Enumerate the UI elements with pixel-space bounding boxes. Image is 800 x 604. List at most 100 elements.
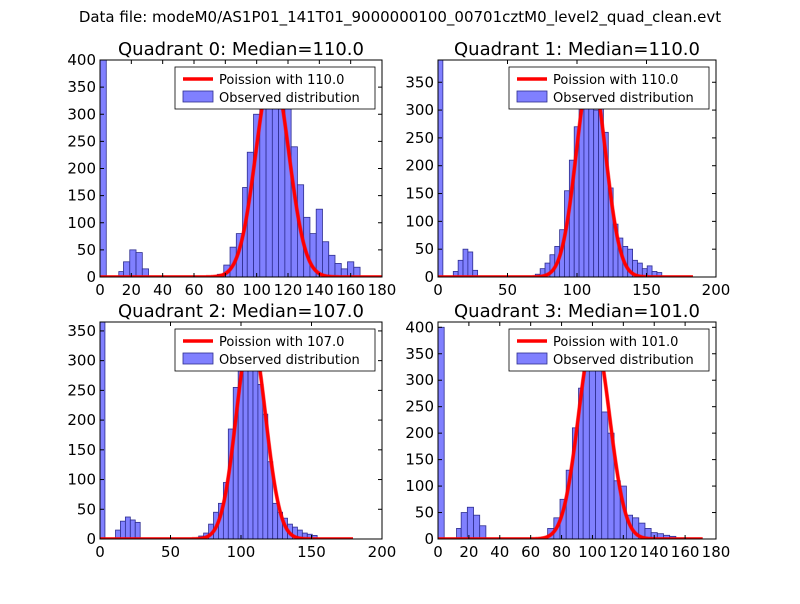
y-tick-label: 0 <box>424 530 434 548</box>
y-tick-label: 350 <box>67 78 96 96</box>
histogram-bar <box>588 84 595 277</box>
legend-fit-label: Poission with 110.0 <box>553 73 678 88</box>
legend: Poission with 110.0 Observed distribution <box>174 66 376 110</box>
quadrant-3-plot: 0 20 40 60 80 100 120 140 160 1800501001502002503… <box>405 301 730 561</box>
histogram-bar <box>462 248 469 277</box>
histogram-bar <box>472 269 479 277</box>
y-tick-label: 150 <box>405 185 434 203</box>
y-tick-label: 250 <box>405 129 434 147</box>
y-tick-label: 0 <box>424 268 434 286</box>
subplot-title: Quadrant 0: Median=110.0 <box>118 39 364 60</box>
histogram-bar <box>588 358 596 539</box>
x-tick-label: 160 <box>336 281 365 299</box>
legend-hist-swatch <box>516 90 548 103</box>
subplot-title: Quadrant 2: Median=107.0 <box>118 301 364 322</box>
y-tick-label: 50 <box>415 504 434 522</box>
x-tick-label: 20 <box>459 543 478 561</box>
histogram-bar <box>479 525 487 539</box>
y-tick-label: 200 <box>67 160 96 178</box>
x-tick-label: 60 <box>184 281 203 299</box>
quadrant-1-plot: 0 50 100 150 200 0 50 100 150 200 250 300 350 Quadran… <box>405 39 730 299</box>
y-tick-label: 200 <box>67 411 96 429</box>
x-tick-label: 180 <box>368 281 397 299</box>
axes-frame <box>437 321 717 540</box>
y-tick-label: 350 <box>405 345 434 363</box>
y-tick-label: 100 <box>67 214 96 232</box>
histogram-bar <box>272 502 279 539</box>
x-tick-label: 200 <box>368 543 397 561</box>
y-tick-label: 50 <box>77 500 96 518</box>
quadrant-0-plot: 0 20 40 60 80 100 120 140 160 1800501001502002503… <box>67 39 396 299</box>
histogram-bar <box>271 92 280 277</box>
x-tick-label: 150 <box>632 281 661 299</box>
histogram-bar <box>457 259 464 277</box>
legend-fit-label: Poission with 110.0 <box>219 73 344 88</box>
histogram-bar <box>466 506 474 539</box>
x-tick-label: 80 <box>216 281 235 299</box>
histogram-bar <box>460 512 468 539</box>
x-tick-label: 100 <box>563 281 592 299</box>
y-tick-label: 100 <box>405 477 434 495</box>
x-tick-label: 50 <box>498 281 517 299</box>
legend-hist-swatch <box>182 90 214 103</box>
histogram-bar <box>467 251 474 277</box>
histogram-bar <box>100 322 106 539</box>
legend: Poission with 101.0 Observed distribution <box>508 328 710 372</box>
x-tick-label: 100 <box>227 543 256 561</box>
legend-hist-label: Observed distribution <box>553 353 694 368</box>
legend-fit-label: Poission with 107.0 <box>219 335 344 350</box>
legend-hist-swatch <box>516 352 548 365</box>
y-tick-label: 300 <box>405 101 434 119</box>
y-tick-label: 0 <box>86 530 96 548</box>
y-tick-label: 150 <box>405 451 434 469</box>
x-tick-label: 50 <box>161 543 180 561</box>
x-tick-label: 160 <box>671 543 700 561</box>
histogram-bar <box>252 348 259 539</box>
y-tick-label: 150 <box>67 187 96 205</box>
y-tick-label: 200 <box>405 157 434 175</box>
histogram-bar <box>328 254 336 277</box>
y-tick-label: 250 <box>67 132 96 150</box>
x-tick-label: 0 <box>95 543 105 561</box>
histogram-bar <box>438 60 444 277</box>
legend-hist-label: Observed distribution <box>553 91 694 106</box>
y-tick-label: 0 <box>86 268 96 286</box>
y-tick-label: 300 <box>67 105 96 123</box>
histogram-bar <box>473 514 481 539</box>
histogram-bar <box>601 411 609 539</box>
y-tick-label: 100 <box>405 212 434 230</box>
histogram-bar <box>595 348 603 539</box>
histogram-bar <box>120 520 126 539</box>
x-tick-label: 120 <box>609 543 638 561</box>
y-tick-label: 150 <box>67 441 96 459</box>
histogram-bar <box>315 208 323 277</box>
y-tick-label: 350 <box>67 322 96 340</box>
histogram-bar <box>129 519 136 539</box>
legend-fit-label: Poission with 101.0 <box>553 335 678 350</box>
x-tick-label: 180 <box>702 543 731 561</box>
histogram-bar <box>129 249 137 277</box>
histogram-bar <box>242 357 249 539</box>
histogram-bar <box>123 261 131 277</box>
legend: Poission with 110.0 Observed distribution <box>508 66 710 110</box>
x-tick-label: 0 <box>95 281 105 299</box>
histogram-bar <box>593 109 599 277</box>
quadrant-2-plot: 0 50 100 150 200 0 50 100 150 200 250 300 350 Quadran… <box>67 301 396 561</box>
x-tick-label: 0 <box>433 281 443 299</box>
x-tick-label: 20 <box>122 281 141 299</box>
histogram-bar <box>257 384 264 539</box>
y-tick-label: 50 <box>415 240 434 258</box>
x-tick-label: 140 <box>305 281 334 299</box>
subplot-title: Quadrant 1: Median=110.0 <box>454 39 700 60</box>
quadrant-1-plot-area <box>438 60 693 277</box>
y-tick-label: 50 <box>77 241 96 259</box>
subplot-title: Quadrant 3: Median=101.0 <box>454 301 700 322</box>
y-tick-label: 350 <box>405 73 434 91</box>
x-tick-label: 100 <box>578 543 607 561</box>
x-tick-label: 150 <box>297 543 326 561</box>
y-tick-label: 200 <box>405 424 434 442</box>
histogram-bar <box>124 516 131 539</box>
x-tick-label: 200 <box>702 281 731 299</box>
